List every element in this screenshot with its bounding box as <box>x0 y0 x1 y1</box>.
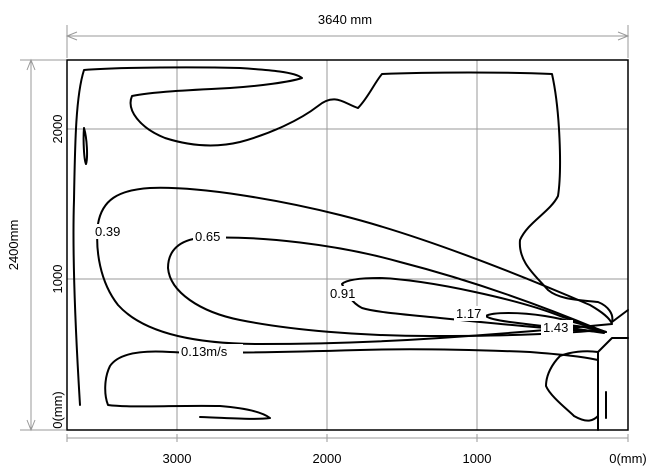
contour-labels: 0.39 0.65 0.91 1.17 1.43 0.13m/s <box>93 224 573 359</box>
height-dimension <box>20 58 66 432</box>
label-117: 1.17 <box>456 306 481 321</box>
label-143: 1.43 <box>543 320 568 335</box>
y-tick-2000: 2000 <box>50 115 65 144</box>
contour-013-lower <box>104 348 599 420</box>
width-dimension <box>65 25 630 58</box>
y-tick-1000: 1000 <box>50 265 65 294</box>
label-065: 0.65 <box>195 229 220 244</box>
contour-upper-loop <box>72 66 614 406</box>
x-tick-2000: 2000 <box>313 451 342 466</box>
width-label: 3640 mm <box>318 12 372 27</box>
inlet-geometry <box>597 309 629 431</box>
contour-039 <box>96 186 613 345</box>
room-outline <box>66 59 629 431</box>
grid <box>67 60 628 430</box>
label-091: 0.91 <box>330 286 355 301</box>
contour-013-right <box>545 350 599 422</box>
label-013: 0.13m/s <box>181 344 228 359</box>
contour-small-loop <box>82 127 89 165</box>
contour-065 <box>167 236 601 337</box>
label-039: 0.39 <box>95 224 120 239</box>
x-axis <box>66 434 629 442</box>
x-tick-0: 0(mm) <box>609 451 647 466</box>
height-label: 2400mm <box>6 220 21 271</box>
x-tick-1000: 1000 <box>463 451 492 466</box>
y-tick-0: 0(mm) <box>50 391 65 429</box>
x-tick-3000: 3000 <box>163 451 192 466</box>
